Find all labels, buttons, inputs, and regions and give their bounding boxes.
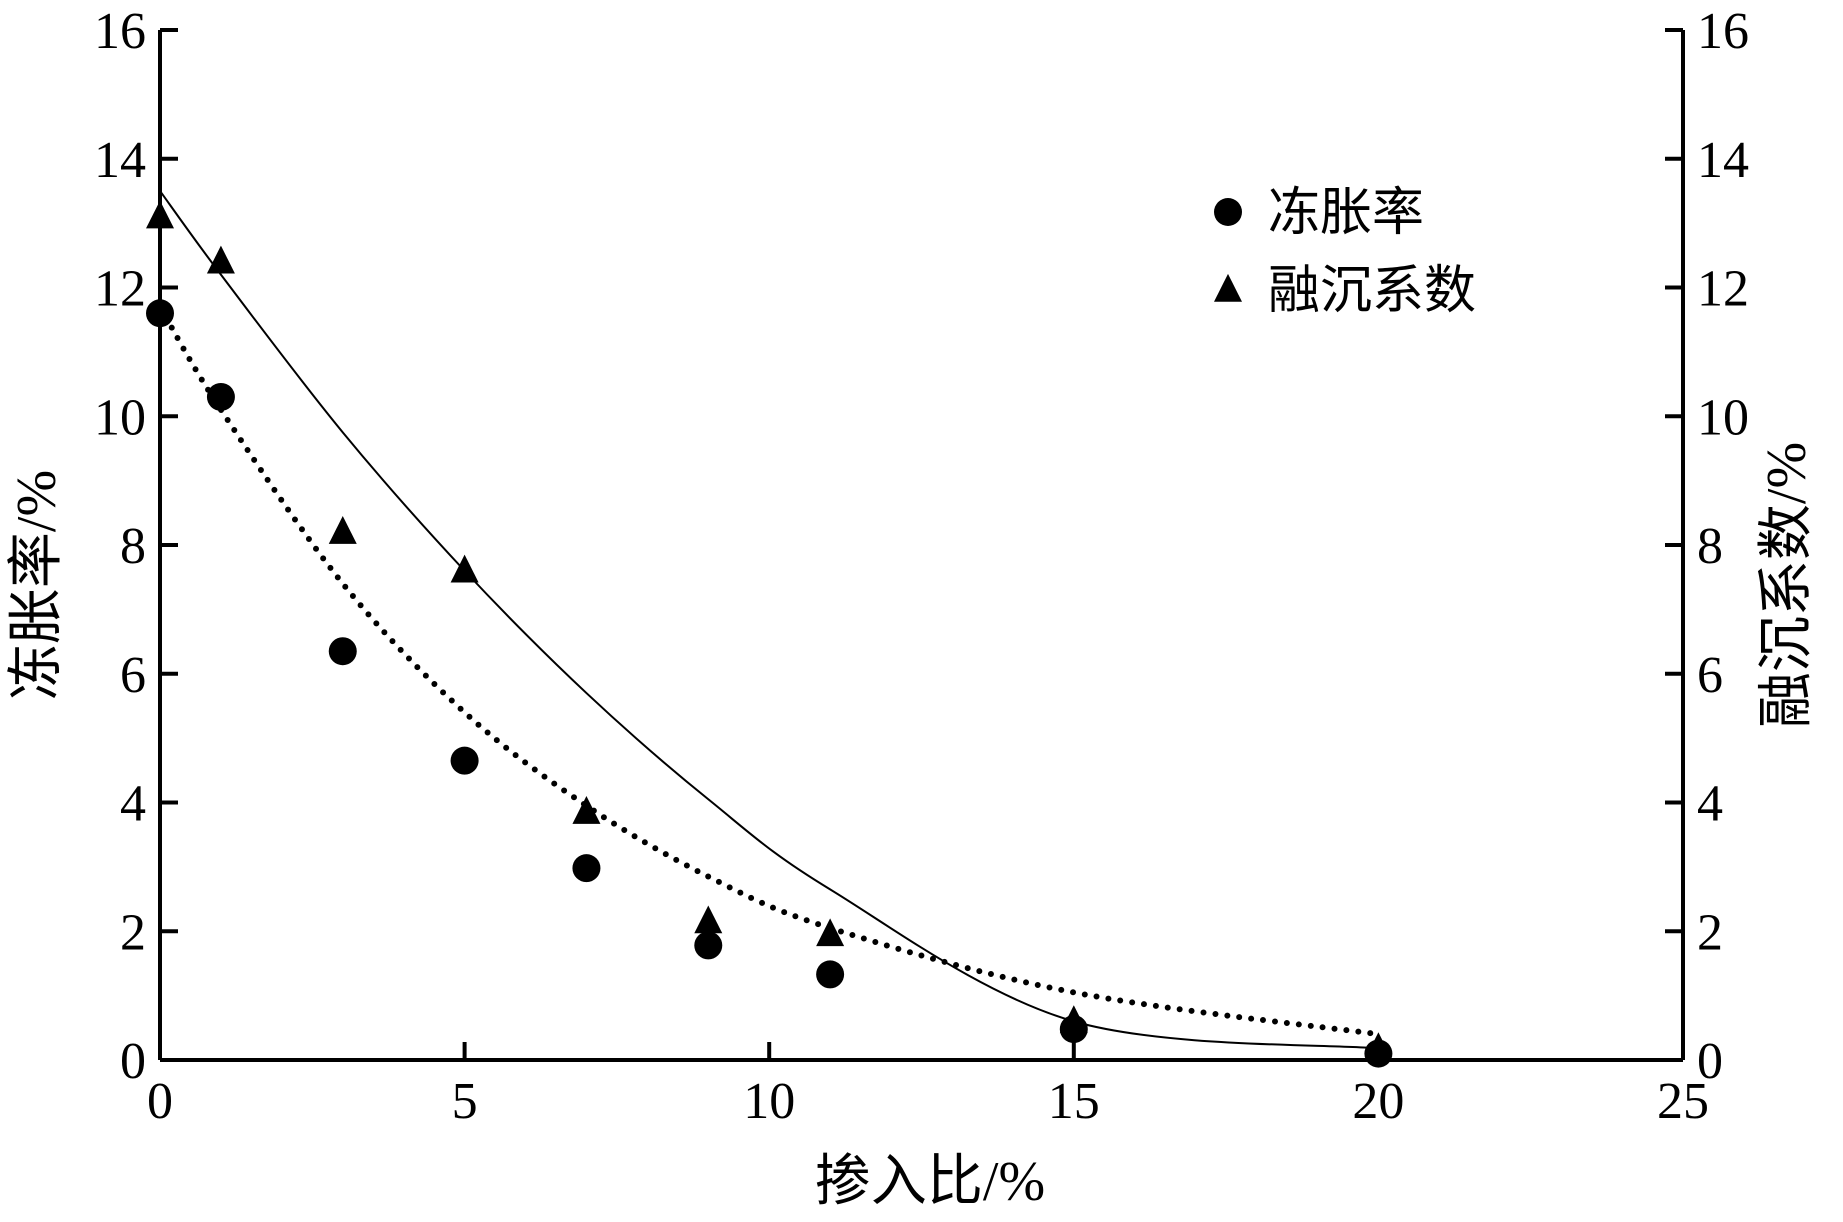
y-tick-label-right: 14 xyxy=(1697,132,1749,189)
legend-label: 融沉系数 xyxy=(1268,263,1476,320)
point-thaw-settlement xyxy=(1364,1032,1393,1061)
fit-line-frost-heave xyxy=(157,303,1382,1038)
y-tick-label-left: 4 xyxy=(120,776,146,833)
point-thaw-settlement xyxy=(572,796,601,824)
point-frost-heave xyxy=(816,960,845,989)
y-tick-label-left: 14 xyxy=(94,132,146,189)
point-thaw-settlement xyxy=(450,554,479,583)
legend-label: 冻胀率 xyxy=(1268,185,1424,242)
point-frost-heave xyxy=(572,854,601,883)
point-thaw-settlement xyxy=(146,200,174,229)
y-tick-label-right: 4 xyxy=(1697,776,1723,833)
y-tick-label-right: 8 xyxy=(1697,518,1723,575)
x-tick-label: 15 xyxy=(1048,1073,1100,1130)
y-tick-label-left: 2 xyxy=(120,904,146,961)
fit-lines xyxy=(157,190,1382,1050)
y-tick-label-left: 16 xyxy=(94,3,146,60)
y-axis-right-title: 融沉系数/% xyxy=(1756,442,1818,728)
point-thaw-settlement xyxy=(694,905,723,934)
data-points xyxy=(146,200,1393,1068)
x-tick-label: 20 xyxy=(1352,1073,1404,1130)
legend-marker-thaw-settlement xyxy=(1214,273,1242,302)
point-frost-heave xyxy=(450,746,479,775)
legend-marker-frost-heave xyxy=(1214,198,1242,226)
point-frost-heave xyxy=(694,931,723,960)
y-tick-label-left: 6 xyxy=(120,647,146,704)
y-tick-label-left: 0 xyxy=(120,1033,146,1090)
point-frost-heave xyxy=(146,299,174,328)
y-tick-label-right: 16 xyxy=(1697,3,1749,60)
y-tick-label-right: 0 xyxy=(1697,1033,1723,1090)
point-thaw-settlement xyxy=(816,918,845,947)
point-thaw-settlement xyxy=(1059,1005,1088,1034)
point-frost-heave xyxy=(206,382,235,411)
x-axis-title: 掺入比/% xyxy=(815,1151,1045,1213)
y-tick-label-right: 2 xyxy=(1697,904,1723,961)
x-tick-label: 0 xyxy=(147,1073,173,1130)
y-tick-label-right: 10 xyxy=(1697,389,1749,446)
axis-titles: 掺入比/% 冻胀率/% 融沉系数/% xyxy=(6,442,1818,1213)
x-tick-label: 5 xyxy=(452,1073,478,1130)
y-tick-label-right: 6 xyxy=(1697,647,1723,704)
y-tick-label-left: 10 xyxy=(94,389,146,446)
y-tick-label-right: 12 xyxy=(1697,261,1749,318)
point-frost-heave xyxy=(328,637,357,666)
y-tick-label-left: 8 xyxy=(120,518,146,575)
y-axis-left-title: 冻胀率/% xyxy=(6,470,68,700)
fit-line-thaw-settlement xyxy=(159,190,1379,1050)
point-thaw-settlement xyxy=(328,516,357,544)
y-tick-label-left: 12 xyxy=(94,261,146,318)
point-thaw-settlement xyxy=(206,245,235,274)
x-tick-label: 25 xyxy=(1657,1073,1709,1130)
x-tick-label: 10 xyxy=(743,1073,795,1130)
